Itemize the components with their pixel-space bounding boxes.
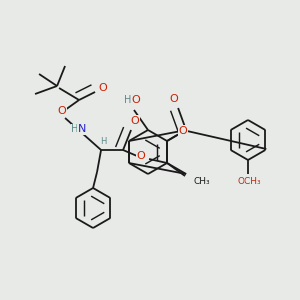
Text: O: O	[179, 126, 188, 136]
Text: OCH₃: OCH₃	[237, 178, 261, 187]
Text: O: O	[132, 95, 140, 105]
Text: O: O	[131, 116, 140, 126]
Text: O: O	[137, 151, 146, 161]
Text: H: H	[100, 136, 106, 146]
Text: H: H	[124, 95, 132, 105]
Text: O: O	[170, 94, 178, 104]
Text: O: O	[99, 83, 107, 93]
Text: H: H	[71, 124, 79, 134]
Text: CH₃: CH₃	[193, 176, 210, 185]
Text: O: O	[58, 106, 66, 116]
Text: N: N	[78, 124, 86, 134]
